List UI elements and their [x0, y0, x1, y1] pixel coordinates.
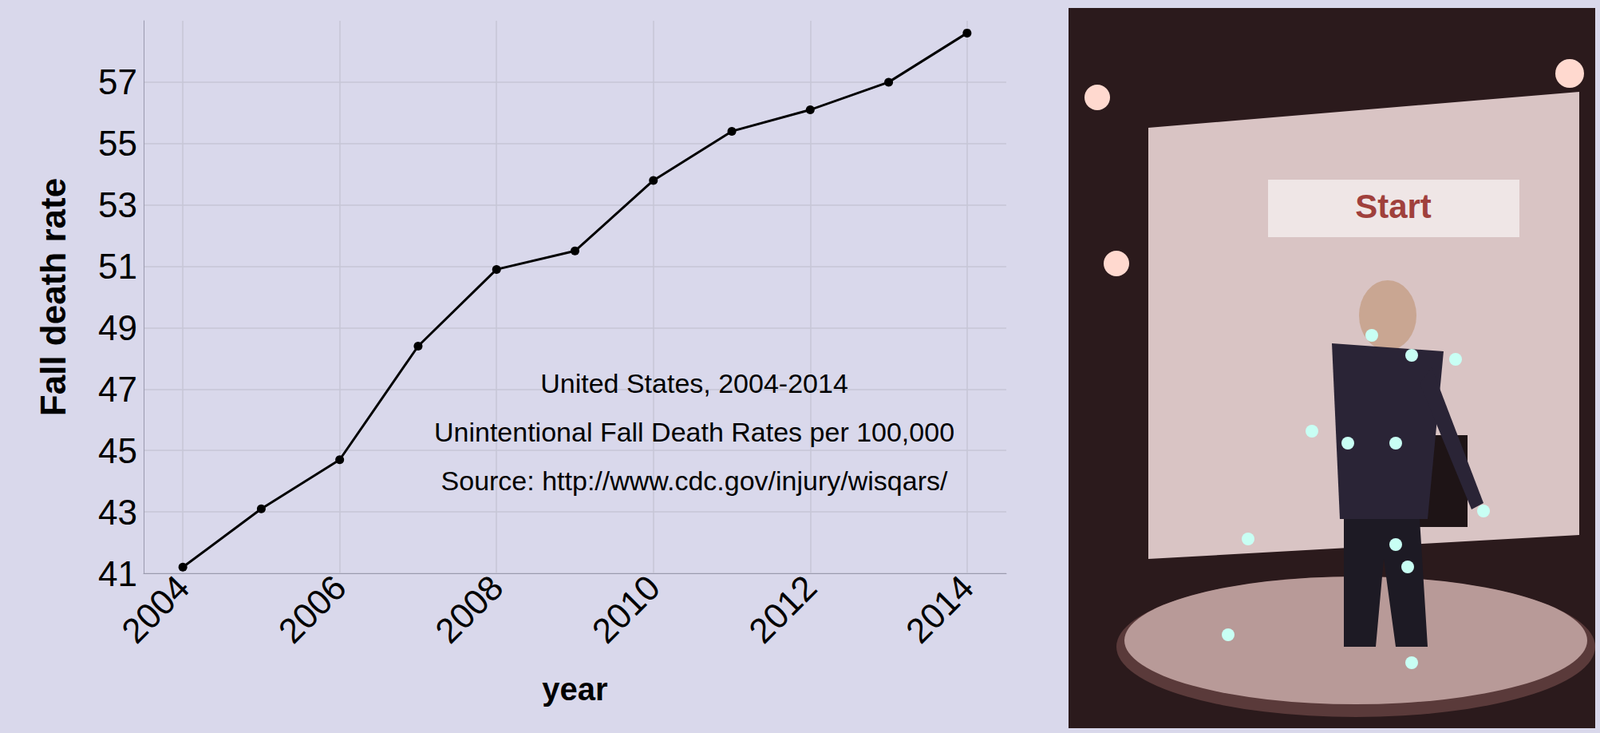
svg-text:47: 47 — [98, 369, 138, 409]
svg-text:57: 57 — [98, 62, 138, 102]
svg-text:year: year — [541, 671, 608, 707]
svg-text:Fall death rate: Fall death rate — [33, 177, 73, 416]
svg-text:2004: 2004 — [114, 567, 198, 651]
svg-text:2006: 2006 — [270, 567, 354, 651]
svg-text:41: 41 — [98, 553, 138, 593]
svg-text:2008: 2008 — [427, 567, 511, 651]
svg-text:2010: 2010 — [584, 567, 668, 651]
svg-text:55: 55 — [98, 123, 138, 163]
svg-text:49: 49 — [98, 308, 138, 348]
svg-text:Start: Start — [1355, 187, 1432, 226]
svg-text:43: 43 — [98, 492, 138, 532]
svg-text:2014: 2014 — [897, 567, 981, 651]
svg-text:51: 51 — [98, 246, 138, 286]
svg-text:45: 45 — [98, 430, 138, 471]
svg-text:Source: http://www.cdc.gov/inj: Source: http://www.cdc.gov/injury/wisqar… — [441, 465, 949, 496]
svg-text:United States, 2004-2014: United States, 2004-2014 — [540, 367, 849, 399]
svg-text:53: 53 — [98, 185, 138, 225]
svg-text:Unintentional Fall Death Rates: Unintentional Fall Death Rates per 100,0… — [434, 416, 955, 447]
svg-text:2012: 2012 — [741, 567, 825, 651]
